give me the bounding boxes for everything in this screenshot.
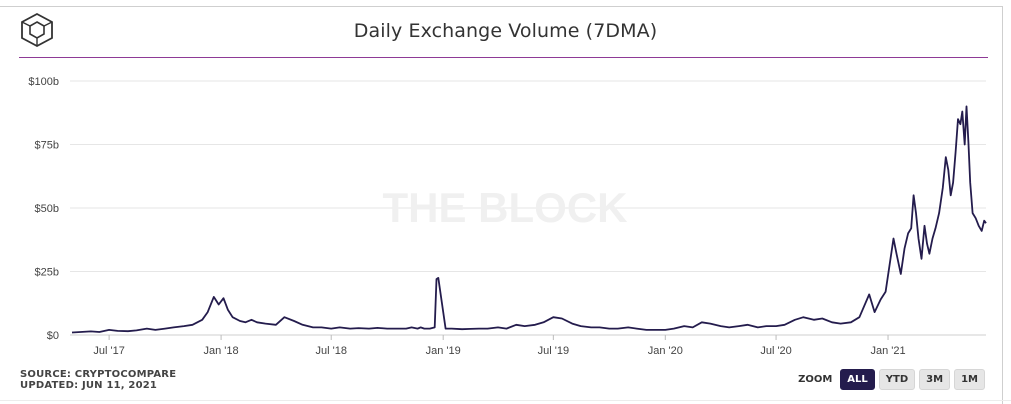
y-tick-label: $75b — [35, 140, 59, 152]
zoom-label: ZOOM — [798, 374, 833, 385]
watermark: THE BLOCK — [383, 184, 628, 231]
y-tick-label: $50b — [35, 203, 59, 215]
x-tick-label: Jul '20 — [760, 345, 791, 357]
x-tick-label: Jul '18 — [316, 345, 347, 357]
title-divider — [19, 57, 988, 58]
zoom-controls: ZOOM ALL YTD 3M 1M — [798, 369, 985, 390]
x-tick-label: Jan '18 — [204, 345, 239, 357]
updated-label: UPDATED: JUN 11, 2021 — [20, 380, 158, 391]
x-tick-label: Jul '19 — [538, 345, 569, 357]
x-tick-label: Jan '19 — [426, 345, 461, 357]
x-tick-label: Jul '17 — [93, 345, 124, 357]
chart-title: Daily Exchange Volume (7DMA) — [353, 20, 658, 42]
zoom-all-button[interactable]: ALL — [840, 369, 875, 390]
footer-divider — [0, 400, 1011, 401]
source-note: SOURCE: CRYPTOCOMPARE UPDATED: JUN 11, 2… — [20, 369, 176, 391]
y-tick-label: $25b — [35, 267, 59, 279]
chart-frame — [0, 6, 1003, 404]
x-tick-label: Jan '21 — [870, 345, 905, 357]
y-tick-label: $0 — [47, 330, 59, 342]
zoom-1m-button[interactable]: 1M — [954, 369, 985, 390]
volume-series-line — [71, 105, 987, 334]
x-tick-label: Jan '20 — [648, 345, 683, 357]
y-tick-label: $100b — [28, 76, 59, 88]
zoom-ytd-button[interactable]: YTD — [878, 369, 916, 390]
cube-logo-icon — [21, 12, 53, 48]
zoom-3m-button[interactable]: 3M — [919, 369, 951, 390]
source-label: SOURCE: CRYPTOCOMPARE — [20, 369, 177, 380]
